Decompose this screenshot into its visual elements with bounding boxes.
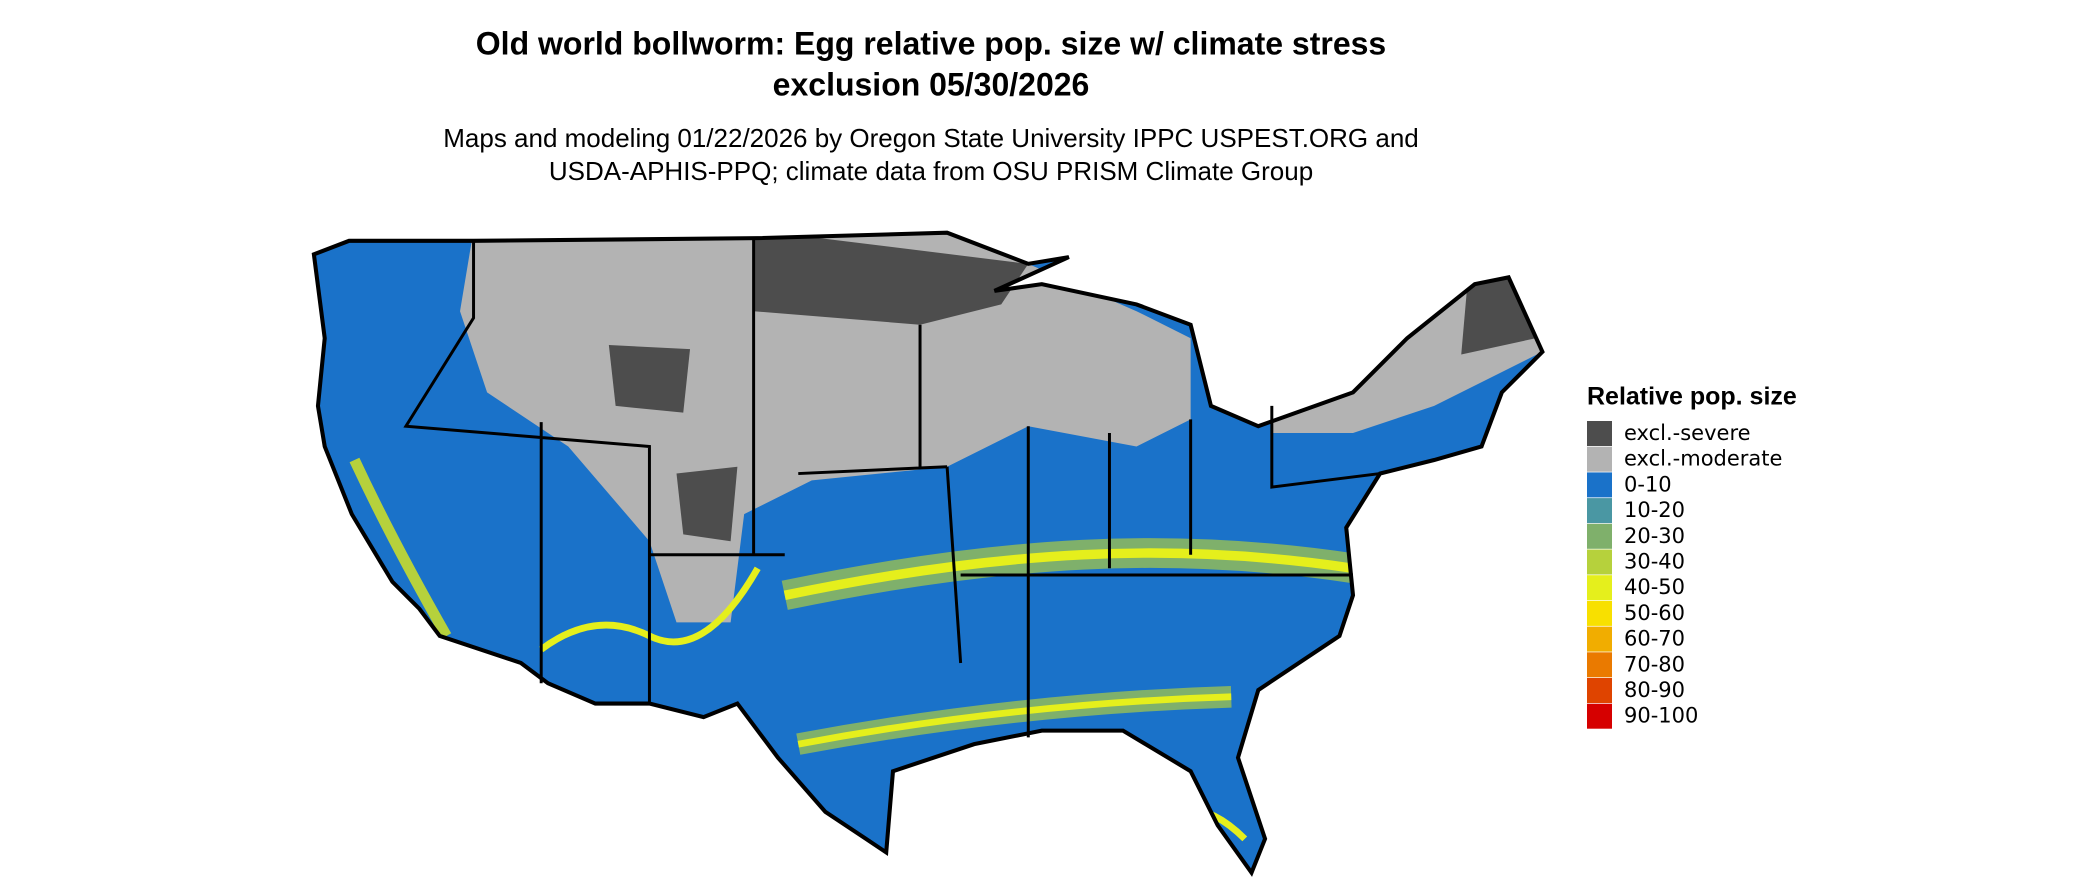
legend-label: 80-90 (1624, 678, 1685, 702)
band (797, 693, 1232, 748)
legend-swatch (1587, 472, 1612, 498)
legend-swatch (1587, 626, 1612, 652)
legend-swatch (1587, 652, 1612, 678)
legend-swatch (1587, 421, 1612, 446)
legend-swatch (1587, 703, 1612, 729)
subtitle: USDA-APHIS-PPQ; climate data from OSU PR… (549, 156, 1313, 186)
title: exclusion 05/30/2026 (773, 66, 1090, 102)
excl-moderate-area (460, 232, 1191, 623)
legend: excl.-severeexcl.-moderate0-1010-2020-30… (1587, 421, 1782, 729)
legend-label: 70-80 (1624, 652, 1685, 676)
state-borders (403, 238, 1381, 738)
legend-label: 60-70 (1624, 627, 1685, 651)
legend-swatch (1587, 498, 1612, 524)
legend-label: 50-60 (1624, 601, 1685, 625)
legend-swatch (1587, 678, 1612, 703)
us-map (314, 223, 1543, 872)
band (349, 457, 452, 639)
legend-swatch (1587, 600, 1612, 626)
legend-label: 30-40 (1624, 550, 1685, 574)
legend-label: 20-30 (1624, 524, 1685, 548)
legend-label: 0-10 (1624, 472, 1672, 496)
band (783, 548, 1354, 600)
legend-label: 40-50 (1624, 575, 1685, 599)
legend-label: excl.-severe (1624, 421, 1751, 445)
legend-label: 10-20 (1624, 498, 1685, 522)
legend-label: excl.-moderate (1624, 447, 1782, 471)
excl-severe-area (753, 232, 1029, 325)
subtitle: Maps and modeling 01/22/2026 by Oregon S… (443, 123, 1419, 153)
legend-label: 90-100 (1624, 704, 1698, 728)
legend-swatch (1587, 446, 1612, 472)
legend-title: Relative pop. size (1587, 383, 1797, 411)
excl-severe-area (676, 466, 738, 542)
legend-swatch (1587, 523, 1612, 549)
legend-swatch (1587, 549, 1612, 575)
legend-swatch (1587, 575, 1612, 601)
title: Old world bollworm: Egg relative pop. si… (476, 25, 1386, 61)
excl-severe-area (608, 345, 691, 413)
